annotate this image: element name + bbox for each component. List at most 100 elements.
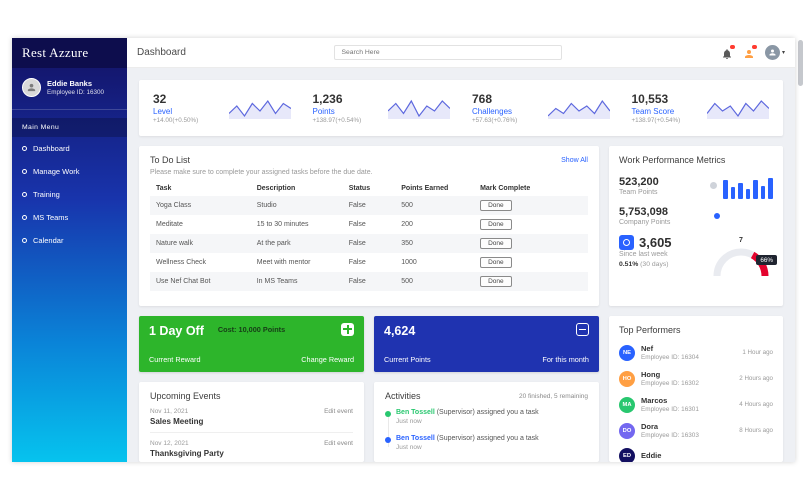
avatar: MA	[619, 396, 635, 413]
performer-name: Dora	[641, 422, 659, 431]
gift-icon	[341, 323, 354, 336]
performer-name: Hong	[641, 370, 661, 379]
performer-id: Employee ID: 16303	[641, 432, 699, 439]
week-label: Since last week	[619, 251, 668, 258]
sidebar-item-label: Dashboard	[33, 144, 70, 153]
stat-delta: +57.63(+0.76%)	[472, 117, 518, 124]
stat-delta: +138.97(+0.54%)	[312, 117, 362, 124]
activity-item: Ben Tossell (Supervisor) assigned you a …	[385, 435, 588, 451]
main-area: Dashboard ▾	[127, 38, 795, 462]
table-row: Wellness Check Meet with mentor False 10…	[150, 253, 588, 272]
scrollbar-thumb[interactable]	[798, 40, 803, 86]
performer-time: 2 Hours ago	[739, 375, 773, 382]
company-points-label: Company Points	[619, 219, 671, 226]
task-cell: Nature walk	[156, 240, 193, 247]
event-date: Nov 11, 2021	[150, 408, 189, 415]
description-cell: 15 to 30 minutes	[256, 221, 309, 228]
team-points-label: Team Points	[619, 188, 658, 196]
task-cell: Yoga Class	[156, 202, 192, 209]
activity-time: Just now	[396, 444, 422, 451]
points-sparkline-chart	[388, 99, 450, 119]
challenges-sparkline-chart	[547, 99, 610, 119]
performer-id: Employee ID: 16304	[641, 354, 699, 361]
activities-card: Activities 20 finished, 5 remaining Ben …	[374, 382, 599, 462]
todo-subtitle: Please make sure to complete your assign…	[150, 169, 373, 176]
done-button[interactable]: Done	[480, 276, 512, 287]
sidebar-item-ms-teams[interactable]: MS Teams	[12, 206, 127, 229]
edit-event-link[interactable]: Edit event	[324, 408, 353, 415]
column-header: Status	[348, 185, 371, 192]
change-reward-link[interactable]: Change Reward	[301, 355, 354, 364]
event-name: Thanksgiving Party	[150, 449, 224, 458]
task-cell: Use Nef Chat Bot	[156, 278, 211, 285]
stats-card: 32 Level +14.00(+0.50%) 1,236 Points +13…	[139, 80, 783, 136]
sidebar-item-dashboard[interactable]: Dashboard	[12, 137, 127, 160]
stat-label: Team Score	[631, 107, 675, 116]
stat-value: 768	[472, 92, 493, 106]
stat-delta: +138.97(+0.54%)	[631, 117, 681, 124]
messages-icon[interactable]	[743, 44, 757, 59]
avatar: ED	[619, 448, 635, 462]
sidebar-item-label: Calendar	[33, 236, 64, 245]
points-label: Current Points	[384, 355, 431, 364]
metrics-title: Work Performance Metrics	[619, 155, 726, 165]
sidebar-item-calendar[interactable]: Calendar	[12, 229, 127, 252]
done-button[interactable]: Done	[480, 257, 512, 268]
table-row: Meditate 15 to 30 minutes False 200 Done	[150, 215, 588, 234]
week-percent: 0.51%	[619, 261, 639, 268]
stat-value: 32	[153, 92, 167, 106]
topbar: Dashboard ▾	[127, 38, 795, 68]
performer-name: Nef	[641, 344, 654, 353]
content: 32 Level +14.00(+0.50%) 1,236 Points +13…	[127, 68, 795, 462]
stat-label: Points	[312, 107, 335, 116]
performer-row: DO Dora Employee ID: 16303 8 Hours ago	[619, 422, 773, 439]
circle-bullet-icon	[22, 238, 27, 243]
week-value: 3,605	[639, 235, 672, 250]
legend-dot-icon	[710, 182, 717, 189]
circle-bullet-icon	[22, 192, 27, 197]
performer-time: 1 Hour ago	[742, 349, 773, 356]
search-input[interactable]	[334, 45, 563, 60]
performer-id: Employee ID: 16301	[641, 406, 699, 413]
notification-badge	[730, 44, 735, 49]
performer-time: 8 Hours ago	[739, 427, 773, 434]
reward-cost: Cost: 10,000 Points	[217, 325, 286, 334]
edit-event-link[interactable]: Edit event	[324, 440, 353, 447]
topbar-avatar	[764, 45, 780, 60]
show-all-link[interactable]: Show All	[561, 156, 588, 164]
performance-gauge-block: 7 66%	[709, 237, 777, 280]
todo-title: To Do List	[150, 155, 191, 165]
activity-actor: Ben Tossell	[396, 409, 435, 416]
performer-row: MA Marcos Employee ID: 16301 4 Hours ago	[619, 396, 773, 413]
performers-title: Top Performers	[619, 325, 681, 335]
sidebar-user-block: Eddie Banks Employee ID: 16300	[12, 68, 127, 110]
user-menu[interactable]: ▾	[764, 45, 785, 60]
activity-dot-icon	[385, 411, 391, 417]
wallet-icon	[576, 323, 589, 336]
coin-icon	[619, 235, 634, 250]
sidebar-item-training[interactable]: Training	[12, 183, 127, 206]
points-cell: 500	[401, 278, 413, 285]
done-button[interactable]: Done	[480, 238, 512, 249]
dashboard-app: Rest Azzure Eddie Banks Employee ID: 163…	[12, 38, 795, 462]
event-item: Nov 11, 2021 Sales Meeting Edit event	[150, 401, 353, 433]
bell-icon[interactable]	[721, 44, 735, 59]
activity-text: (Supervisor) assigned you a task	[434, 409, 539, 416]
circle-bullet-icon	[22, 146, 27, 151]
sidebar-item-manage-work[interactable]: Manage Work	[12, 160, 127, 183]
done-button[interactable]: Done	[480, 200, 512, 211]
table-row: Nature walk At the park False 350 Done	[150, 234, 588, 253]
user-employee-id: Employee ID: 16300	[47, 89, 105, 96]
status-cell: False	[348, 202, 366, 209]
done-button[interactable]: Done	[480, 219, 512, 230]
description-cell: In MS Teams	[256, 278, 298, 285]
task-cell: Meditate	[156, 221, 183, 228]
activity-item: Ben Tossell (Supervisor) assigned you a …	[385, 409, 588, 425]
stat-level: 32 Level +14.00(+0.50%)	[153, 92, 313, 124]
activities-summary: 20 finished, 5 remaining	[518, 392, 588, 400]
status-cell: False	[348, 240, 366, 247]
performer-row: ED Eddie	[619, 448, 773, 462]
stat-points: 1,236 Points +138.97(+0.54%)	[313, 92, 473, 124]
legend-dot-icon	[714, 213, 720, 219]
week-period: (30 days)	[640, 261, 669, 268]
